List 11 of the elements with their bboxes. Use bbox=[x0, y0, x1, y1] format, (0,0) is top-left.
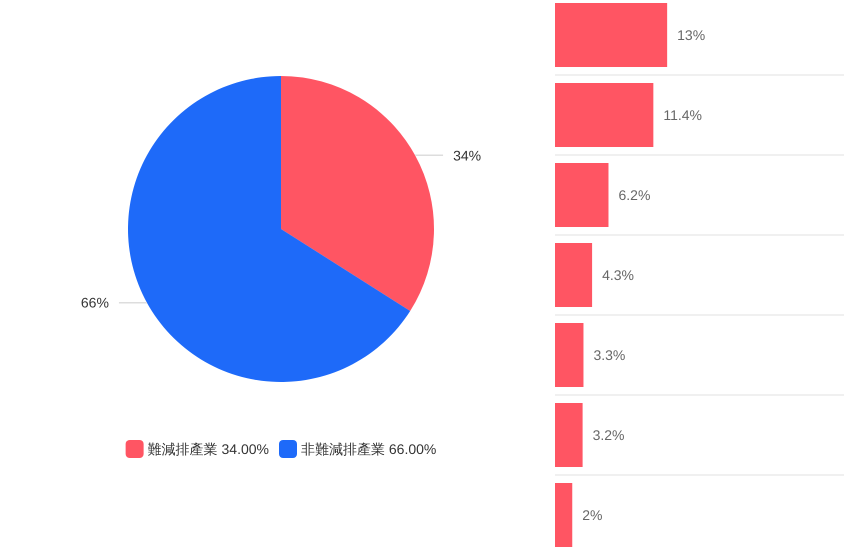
legend-label: 非難減排產業 66.00% bbox=[301, 441, 436, 457]
data-label: 2% bbox=[582, 507, 602, 523]
data-label: 34% bbox=[453, 147, 482, 164]
data-label: 13% bbox=[677, 27, 706, 43]
data-label: 6.2% bbox=[618, 187, 650, 203]
data-label: 4.3% bbox=[602, 267, 634, 283]
data-label: 3.2% bbox=[592, 427, 625, 443]
data-label: 3.3% bbox=[593, 347, 626, 363]
legend-label: 難減排產業 34.00% bbox=[148, 441, 269, 457]
data-label: 11.4% bbox=[663, 107, 702, 123]
data-label: 66% bbox=[80, 294, 109, 311]
